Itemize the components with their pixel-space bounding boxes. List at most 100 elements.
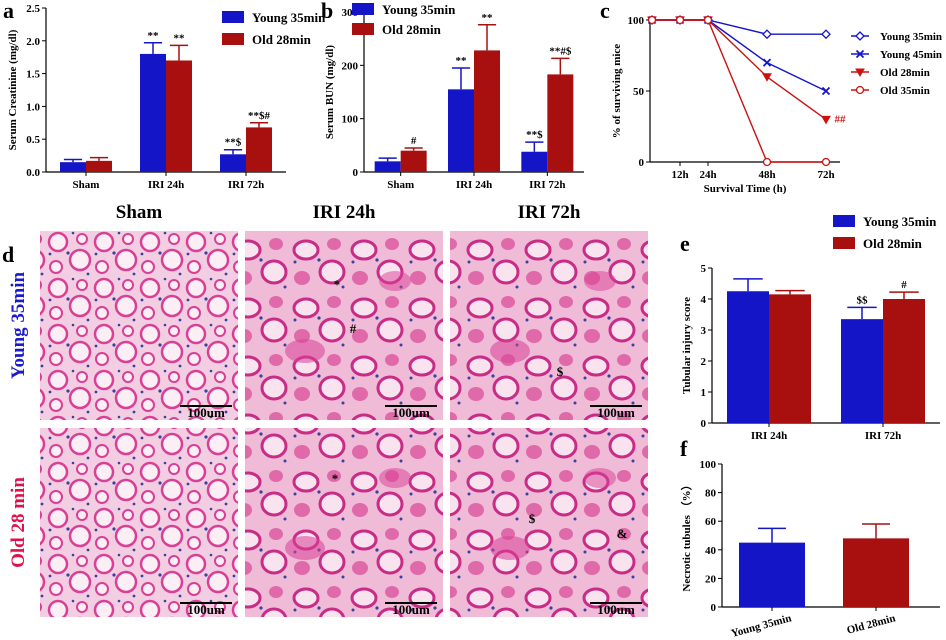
panel-e-significance-mark: $$: [857, 294, 869, 306]
panel-a-bar: [140, 53, 166, 172]
panel-c-legend-label: Young 45min: [880, 49, 942, 61]
panel-a-x-tick-label: Sham: [73, 179, 100, 191]
panel-a-y-tick-label: 0.5: [26, 134, 40, 146]
panel-b-x-tick-label: IRI 24h: [456, 179, 492, 191]
histology-cast: [285, 536, 325, 560]
panel-c-y-tick-label: 0: [639, 157, 645, 169]
histology-cast: [285, 339, 325, 363]
panel-c-data-point: [762, 58, 772, 67]
histology-column-title: IRI 72h: [518, 202, 581, 223]
panel-c-x-tick-label: 48h: [758, 169, 775, 181]
panel-b-y-axis-label: Serum BUN (mg/dl): [324, 45, 336, 139]
panel-c-y-axis-label: % of surviving mice: [611, 44, 623, 139]
panel-a-significance-mark: **$: [225, 137, 242, 149]
panel-label-d: d: [2, 242, 14, 267]
panel-f-x-tick-label: Young 35min: [730, 612, 793, 640]
panel-a-legend-swatch: [222, 33, 244, 45]
panel-c-data-point: [821, 29, 831, 40]
histology-row-label: Old 28 min: [8, 477, 29, 568]
panel-label-c: c: [600, 0, 610, 23]
panel-c-survival: c 0 50 100 % of surviving mice 12h 24h 48h 72h Su…: [600, 0, 942, 195]
histology-micrograph: [40, 428, 238, 617]
histology-micrograph: [450, 428, 648, 617]
panel-b-bar: [521, 151, 548, 172]
panel-e-y-tick-label: 2: [701, 356, 707, 368]
histology-scale-label: 100um: [187, 405, 225, 420]
panel-label-a: a: [3, 0, 14, 23]
histology-lesion-marker: $: [529, 511, 536, 526]
panel-a-y-tick-label: 0.0: [26, 167, 40, 179]
panel-a-x-tick-label: IRI 72h: [228, 179, 264, 191]
panel-c-series-line: [652, 19, 827, 92]
panel-label-f: f: [680, 436, 688, 461]
panel-c-series-line: [652, 19, 826, 163]
histology-micrograph: [245, 428, 443, 617]
panel-a-legend-label: Young 35min: [252, 10, 326, 25]
histology-cast: [490, 536, 530, 560]
panel-a-bar: [86, 160, 112, 172]
panel-f-x-tick-label: Old 28min: [846, 612, 897, 636]
panel-e-legend-label: Young 35min: [863, 214, 937, 229]
panel-a-legend-label: Old 28min: [252, 32, 312, 47]
panel-b-legend-label: Young 35min: [382, 2, 456, 17]
panel-a-serum-creatinine: a 0.0 0.5 1.0 1.5 2.0 2.5 Serum Creatinine (mg/…: [3, 0, 326, 191]
histology-cast: [584, 271, 616, 291]
panel-c-x-tick-label: 72h: [817, 169, 834, 181]
panel-c-legend-marker: [855, 31, 865, 41]
panel-b-y-tick-label: 0: [353, 167, 359, 179]
panel-e-legend-label: Old 28min: [863, 236, 923, 251]
panel-c-x-tick-label: 12h: [671, 169, 688, 181]
histology-scale-label: 100um: [597, 405, 635, 420]
panel-c-data-point: [821, 115, 831, 125]
histology-scale-label: 100um: [392, 602, 430, 617]
panel-d-histology: d Sham IRI 24h IRI 72h Young 35min Old 28 min…: [2, 202, 648, 617]
histology-micrograph: [40, 231, 238, 420]
histology-cast: [379, 271, 411, 291]
panel-c-y-tick-label: 100: [628, 15, 645, 27]
panel-b-significance-mark: **: [456, 55, 468, 67]
panel-e-y-tick-label: 5: [701, 263, 707, 275]
histology-column-title: Sham: [116, 202, 163, 223]
histology-scale-label: 100um: [392, 405, 430, 420]
panel-a-y-tick-label: 1.0: [26, 101, 40, 113]
panel-a-bar: [166, 60, 192, 173]
panel-label-e: e: [680, 231, 690, 256]
panel-f-y-axis-label: Necrotic tubules （%）: [680, 479, 693, 591]
panel-a-y-tick-label: 2.0: [26, 36, 40, 48]
panel-e-bar: [769, 294, 811, 423]
panel-a-bar: [60, 162, 86, 172]
panel-b-significance-mark: #: [411, 135, 417, 147]
panel-b-significance-mark: **: [482, 12, 494, 24]
panel-a-bar: [246, 127, 272, 172]
panel-a-significance-mark: **: [174, 32, 186, 44]
panel-c-legend-marker: [855, 85, 865, 95]
panel-b-bar: [547, 74, 574, 172]
histology-micrograph: [245, 231, 443, 420]
histology-lesion-marker: #: [350, 321, 357, 336]
panel-b-x-tick-label: Sham: [387, 179, 414, 191]
panel-e-bar: [841, 319, 883, 423]
panel-c-series-line: [652, 19, 827, 120]
panel-c-data-point: [762, 73, 772, 82]
panel-c-data-point: [762, 157, 772, 167]
panel-e-y-tick-label: 0: [701, 418, 707, 430]
panel-b-bar: [474, 50, 500, 172]
histology-cast: [584, 468, 616, 488]
panel-c-legend-label: Old 28min: [880, 67, 930, 79]
panel-e-y-tick-label: 4: [701, 294, 707, 306]
panel-a-y-tick-label: 1.5: [26, 69, 40, 81]
panel-a-y-tick-label: 2.5: [26, 3, 40, 15]
panel-b-bar: [448, 89, 474, 172]
panel-b-bar: [374, 161, 401, 172]
panel-e-x-tick-label: IRI 72h: [865, 430, 901, 442]
panel-b-legend-swatch: [352, 3, 374, 15]
panel-f-y-tick-label: 0: [711, 602, 717, 614]
panel-c-data-point: [647, 15, 657, 25]
panel-e-legend-swatch: [833, 215, 855, 227]
panel-b-legend-label: Old 28min: [382, 22, 442, 37]
panel-label-b: b: [321, 0, 333, 23]
panel-b-y-tick-label: 200: [342, 60, 359, 72]
panel-c-data-point: [762, 29, 772, 40]
